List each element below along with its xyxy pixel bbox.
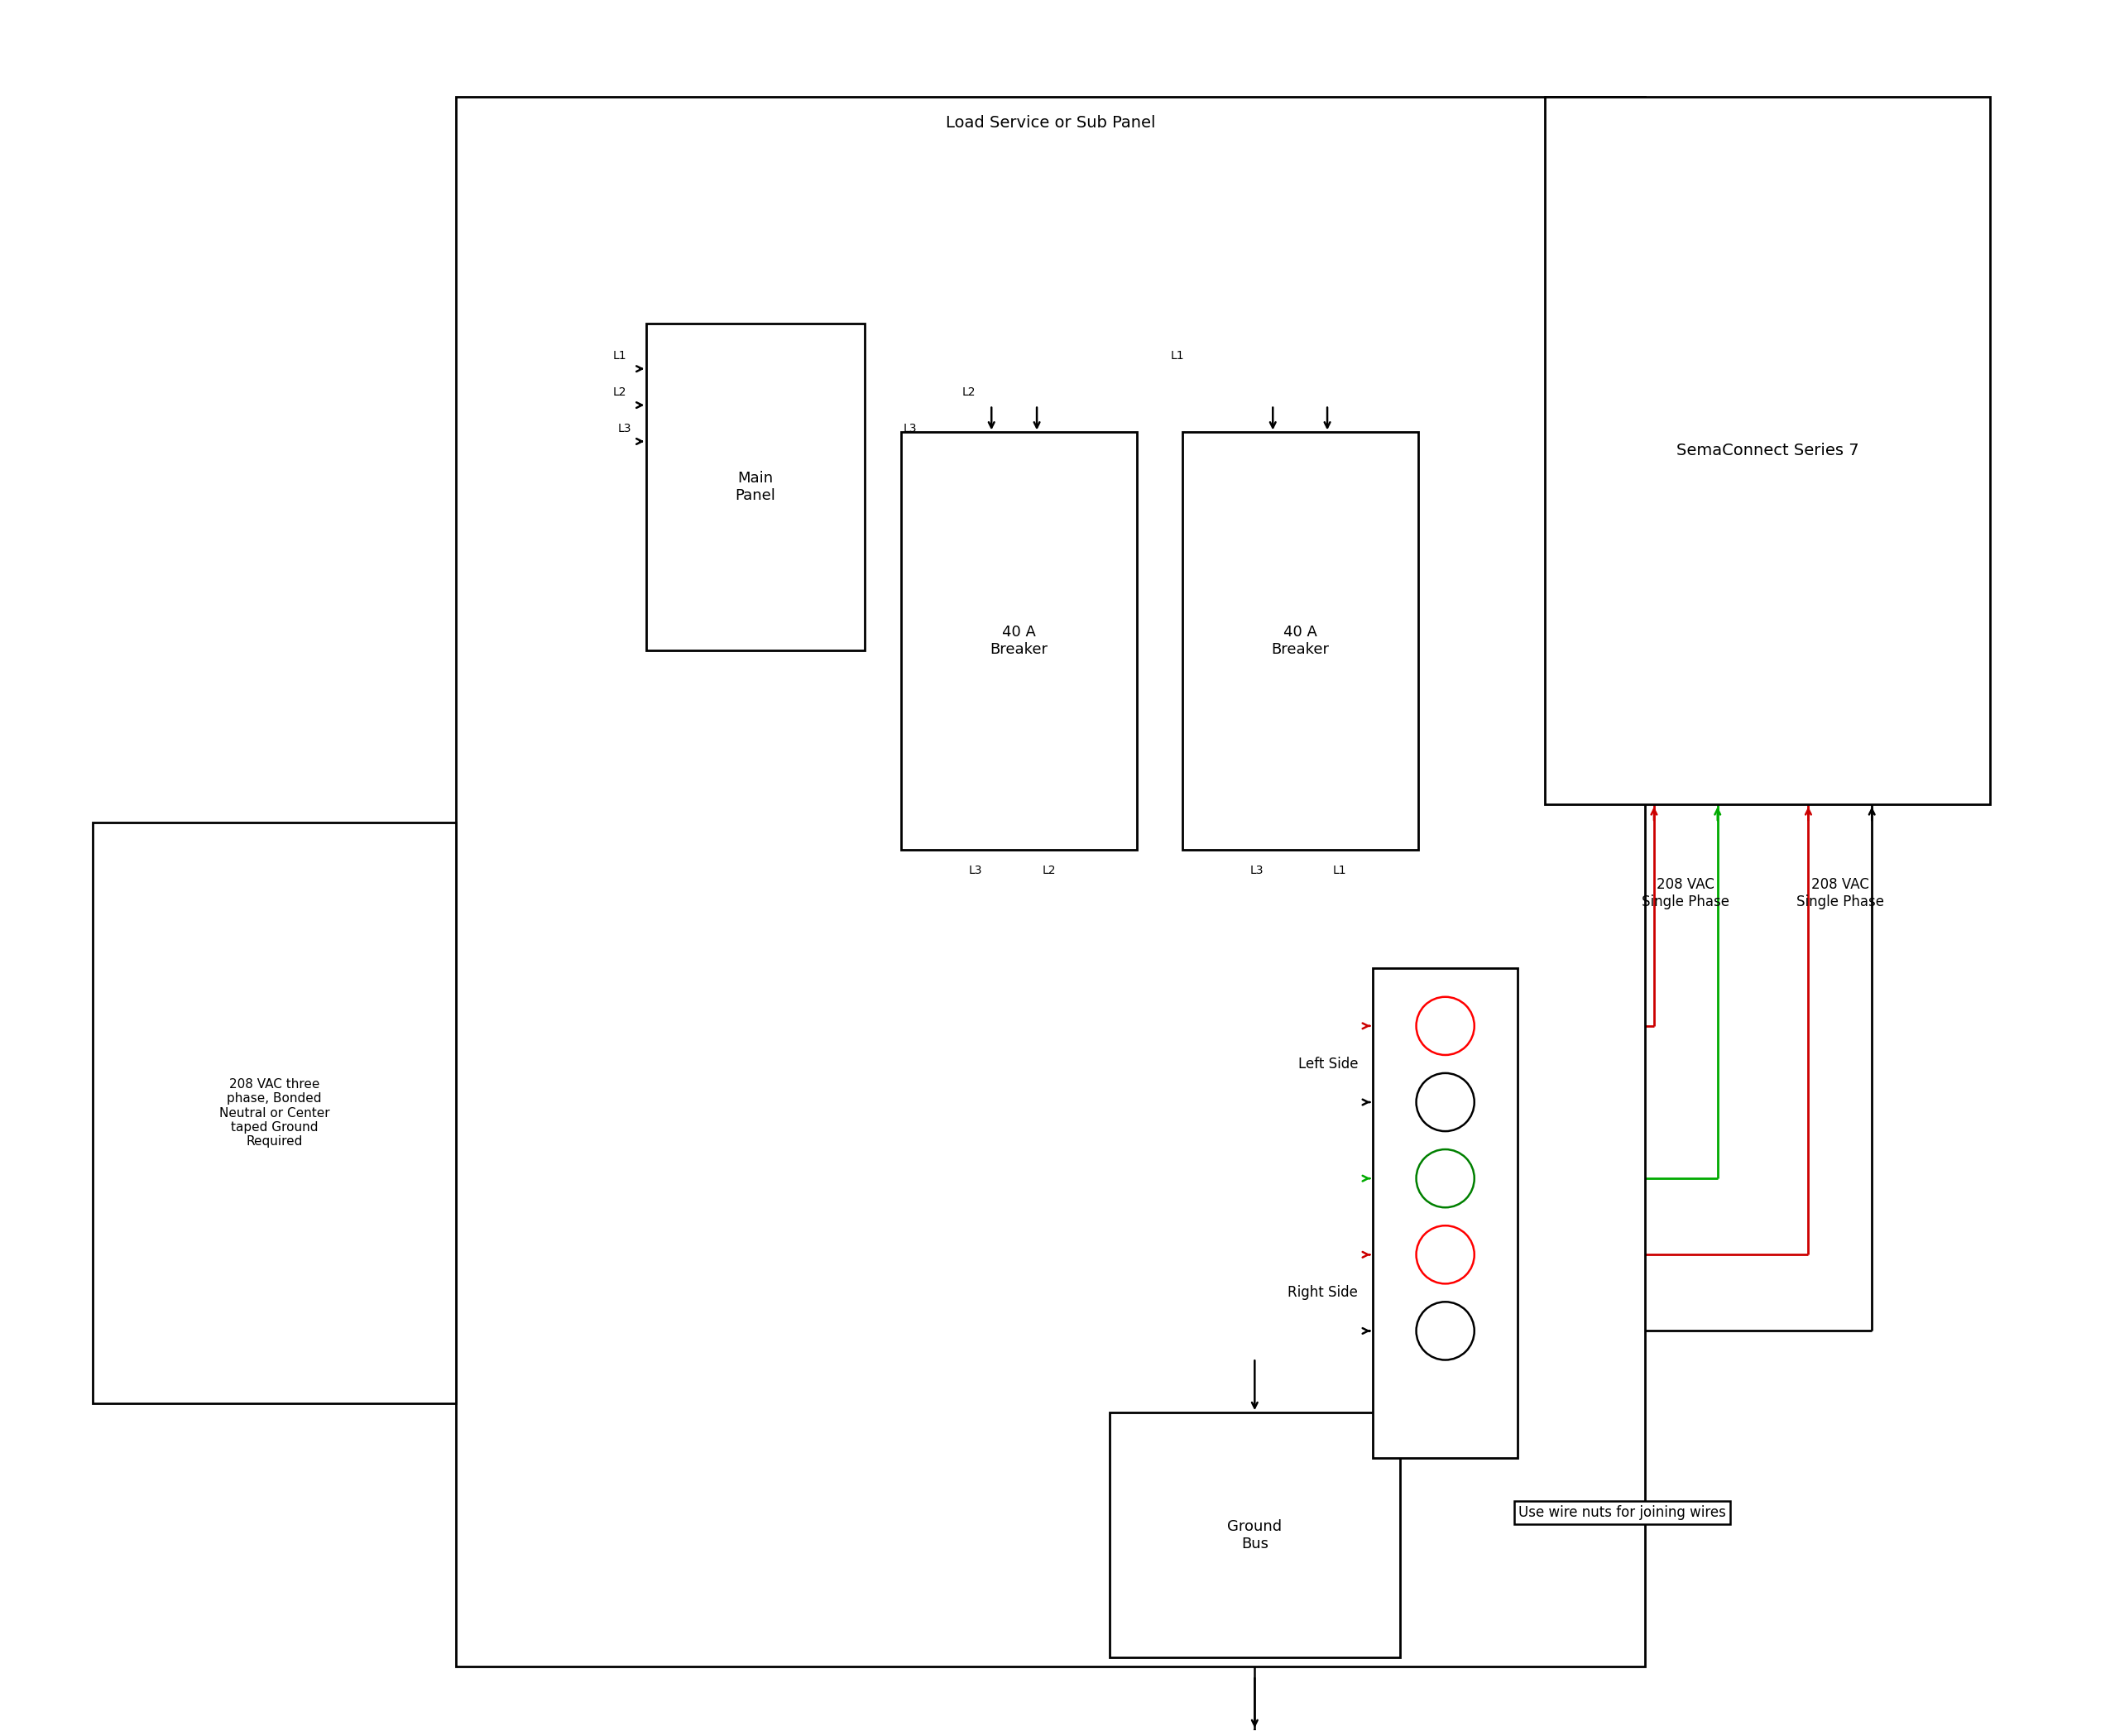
Bar	[646, 323, 865, 651]
Text: L2: L2	[612, 387, 627, 398]
Text: L1: L1	[1171, 351, 1184, 361]
Text: L2: L2	[962, 387, 975, 398]
Text: Left Side: Left Side	[1298, 1057, 1359, 1071]
Text: Right Side: Right Side	[1287, 1285, 1359, 1300]
Text: 208 VAC three
phase, Bonded
Neutral or Center
taped Ground
Required: 208 VAC three phase, Bonded Neutral or C…	[219, 1078, 329, 1147]
Text: L1: L1	[1334, 865, 1346, 877]
Text: L2: L2	[1042, 865, 1055, 877]
Circle shape	[1416, 1226, 1475, 1283]
Text: Load Service or Sub Panel: Load Service or Sub Panel	[945, 115, 1156, 130]
Text: L3: L3	[968, 865, 983, 877]
Text: Main
Panel: Main Panel	[734, 470, 776, 503]
Bar	[1374, 969, 1517, 1458]
Text: Ground
Bus: Ground Bus	[1228, 1519, 1283, 1552]
Bar	[456, 97, 1646, 1667]
Circle shape	[1416, 1073, 1475, 1132]
Text: SemaConnect Series 7: SemaConnect Series 7	[1675, 443, 1859, 458]
Bar	[93, 823, 456, 1403]
Text: L1: L1	[612, 351, 627, 361]
Text: 40 A
Breaker: 40 A Breaker	[1270, 625, 1329, 658]
Bar	[1545, 97, 1990, 804]
Text: 40 A
Breaker: 40 A Breaker	[990, 625, 1049, 658]
Text: 208 VAC
Single Phase: 208 VAC Single Phase	[1796, 877, 1884, 910]
Text: 208 VAC
Single Phase: 208 VAC Single Phase	[1642, 877, 1730, 910]
Circle shape	[1416, 1149, 1475, 1208]
Text: L3: L3	[903, 422, 916, 434]
Bar	[1182, 432, 1418, 851]
Polygon shape	[1201, 1731, 1308, 1736]
Circle shape	[1416, 1302, 1475, 1359]
Bar	[1110, 1413, 1399, 1658]
Text: Use wire nuts for joining wires: Use wire nuts for joining wires	[1519, 1505, 1726, 1521]
Circle shape	[1416, 996, 1475, 1055]
Bar	[901, 432, 1137, 851]
Text: L3: L3	[1249, 865, 1264, 877]
Text: L3: L3	[618, 422, 631, 434]
